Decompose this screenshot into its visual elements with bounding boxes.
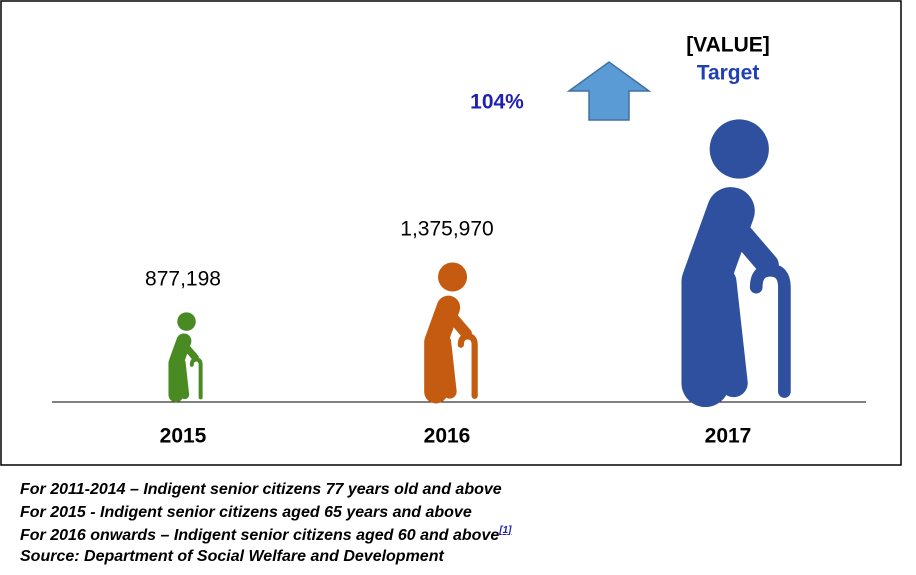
growth-label: 104% bbox=[470, 91, 524, 114]
icon-leg bbox=[176, 358, 190, 400]
icon-head bbox=[709, 119, 769, 179]
note: For 2011-2014 – Indigent senior citizens… bbox=[20, 481, 502, 498]
icon-body bbox=[168, 333, 192, 403]
icon-leg bbox=[437, 335, 457, 399]
value-label: [VALUE] bbox=[686, 34, 770, 57]
note: For 2015 - Indigent senior citizens aged… bbox=[20, 504, 472, 521]
notes: For 2011-2014 – Indigent senior citizens… bbox=[20, 481, 512, 565]
icon-head bbox=[438, 262, 468, 292]
x-tick-label: 2015 bbox=[160, 425, 207, 448]
icon-cane bbox=[749, 263, 791, 398]
senior-icon bbox=[168, 312, 203, 403]
icon-cane bbox=[189, 357, 203, 400]
icon-cane bbox=[457, 333, 478, 399]
up-arrow bbox=[566, 61, 652, 121]
x-tick-label: 2016 bbox=[424, 425, 471, 448]
senior-icon bbox=[681, 119, 791, 408]
x-tick-label: 2017 bbox=[705, 425, 752, 448]
icon-body bbox=[424, 295, 461, 404]
note-ref: [1] bbox=[498, 525, 512, 536]
target-label: Target bbox=[697, 62, 760, 85]
value-label: 877,198 bbox=[145, 267, 221, 290]
senior-icon bbox=[424, 262, 478, 404]
icon-arm bbox=[722, 213, 779, 276]
icon-head bbox=[177, 312, 196, 331]
icon-body bbox=[681, 187, 755, 408]
note: For 2016 onwards – Indigent senior citiz… bbox=[20, 525, 512, 545]
icon-arm bbox=[444, 308, 472, 340]
value-label: 1,375,970 bbox=[400, 217, 493, 240]
note: Source: Department of Social Welfare and… bbox=[20, 548, 444, 565]
icon-leg bbox=[708, 267, 748, 398]
note-text: For 2016 onwards – Indigent senior citiz… bbox=[20, 527, 499, 544]
icon-arm bbox=[181, 341, 199, 362]
